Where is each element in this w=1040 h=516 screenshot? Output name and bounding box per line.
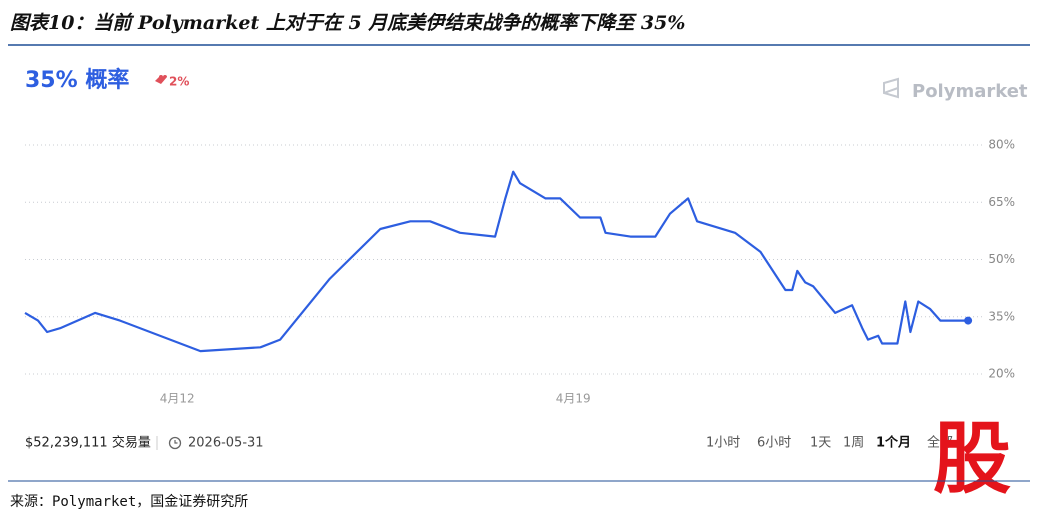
y-tick-label: 50%	[988, 252, 1015, 266]
clock-icon	[168, 436, 182, 450]
x-tick-label: 4月19	[556, 392, 591, 406]
x-tick-label: 4月12	[160, 392, 195, 406]
range-button[interactable]: 1个月	[876, 435, 911, 451]
clock-hand	[174, 440, 178, 444]
end-dot	[964, 316, 973, 325]
y-tick-label: 35%	[988, 309, 1015, 323]
range-button[interactable]: 6小时	[757, 436, 791, 451]
y-tick-label: 20%	[988, 367, 1015, 381]
range-button[interactable]: 全部	[927, 435, 953, 451]
line	[24, 170, 969, 353]
range-buttons: 1小时 6小时 1天 1周 1个月 全部	[706, 435, 953, 451]
date: 2026-05-31	[188, 436, 264, 451]
down-icon	[155, 75, 167, 84]
brand: Polymarket	[912, 81, 1028, 102]
y-tick-label: 65%	[988, 195, 1015, 209]
figure-title: 图表10：当前 Polymarket 上对于在 5 月底美伊结束战争的概率下降至…	[10, 12, 685, 34]
headline: 35% 概率	[25, 67, 129, 93]
source: 来源：Polymarket，国金证券研究所	[10, 494, 248, 510]
brand-logo	[883, 77, 899, 99]
volume: $52,239,111 交易量	[25, 435, 151, 451]
y-tick-label: 80%	[988, 138, 1015, 152]
range-button[interactable]: 1小时	[706, 436, 740, 451]
change: 2%	[169, 75, 189, 89]
watermark: 股	[933, 414, 1011, 504]
range-button[interactable]: 1天	[810, 436, 831, 451]
range-button[interactable]: 1周	[843, 436, 864, 451]
